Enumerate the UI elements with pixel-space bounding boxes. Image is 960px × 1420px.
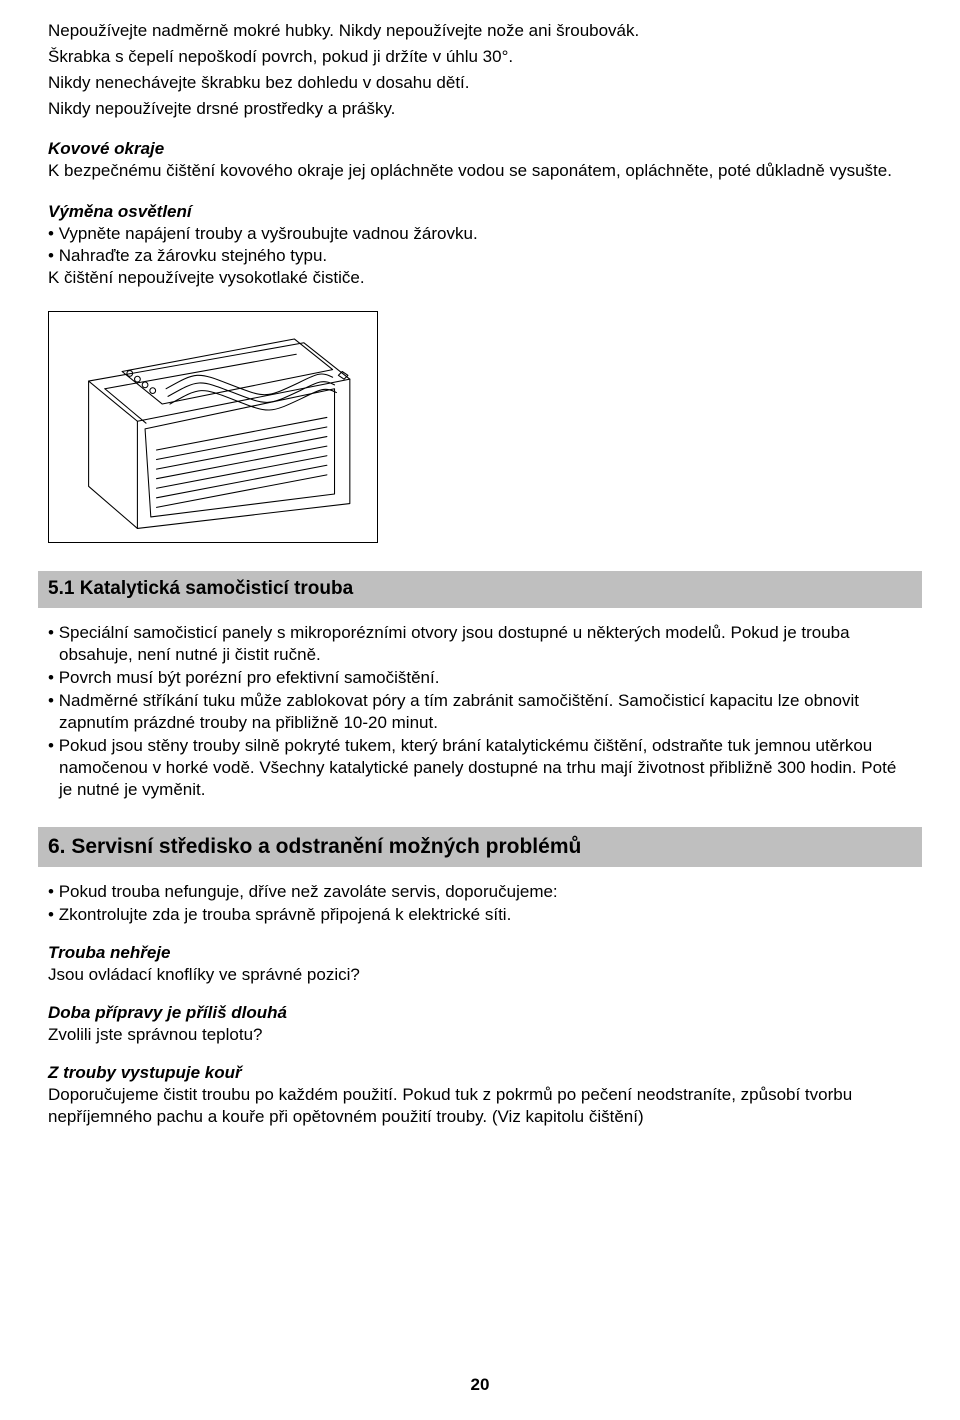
kovove-heading: Kovové okraje bbox=[48, 138, 912, 160]
oven-diagram bbox=[48, 311, 378, 543]
vymena-section: Výměna osvětlení • Vypněte napájení trou… bbox=[48, 201, 912, 289]
sub3-heading: Z trouby vystupuje kouř bbox=[48, 1062, 912, 1084]
kovove-body: K bezpečnému čištění kovového okraje jej… bbox=[48, 160, 912, 182]
sub1-body: Jsou ovládací knoflíky ve správné pozici… bbox=[48, 964, 912, 986]
vymena-note: K čištění nepoužívejte vysokotlaké čisti… bbox=[48, 267, 912, 289]
intro-p3: Nikdy nenechávejte škrabku bez dohledu v… bbox=[48, 72, 912, 94]
vymena-b1: • Vypněte napájení trouby a vyšroubujte … bbox=[48, 223, 912, 245]
section-6-intro-bullets: Pokud trouba nefunguje, dříve než zavolá… bbox=[48, 881, 912, 926]
section-5-1-bullets: Speciální samočisticí panely s mikroporé… bbox=[48, 622, 912, 802]
intro-block: Nepoužívejte nadměrně mokré hubky. Nikdy… bbox=[48, 20, 912, 120]
intro-p4: Nikdy nepoužívejte drsné prostředky a pr… bbox=[48, 98, 912, 120]
vymena-b2-text: Nahraďte za žárovku stejného typu. bbox=[59, 246, 327, 265]
sub2-body: Zvolili jste správnou teplotu? bbox=[48, 1024, 912, 1046]
sub3-body: Doporučujeme čistit troubu po každém pou… bbox=[48, 1084, 912, 1128]
intro-p1: Nepoužívejte nadměrně mokré hubky. Nikdy… bbox=[48, 20, 912, 42]
vymena-b2: • Nahraďte za žárovku stejného typu. bbox=[48, 245, 912, 267]
section-5-1-title: 5.1 Katalytická samočisticí trouba bbox=[48, 577, 912, 602]
vymena-b1-text: Vypněte napájení trouby a vyšroubujte va… bbox=[59, 224, 478, 243]
vymena-heading: Výměna osvětlení bbox=[48, 201, 912, 223]
section-5-1: 5.1 Katalytická samočisticí trouba Speci… bbox=[48, 571, 912, 801]
list-item: Nadměrné stříkání tuku může zablokovat p… bbox=[48, 690, 912, 734]
list-item: Povrch musí být porézní pro efektivní sa… bbox=[48, 667, 912, 689]
sub2-heading: Doba přípravy je příliš dlouhá bbox=[48, 1002, 912, 1024]
list-item: Pokud jsou stěny trouby silně pokryté tu… bbox=[48, 735, 912, 801]
page-number: 20 bbox=[0, 1374, 960, 1396]
section-6-title: 6. Servisní středisko a odstranění možný… bbox=[48, 833, 912, 860]
section-6-header: 6. Servisní středisko a odstranění možný… bbox=[38, 827, 922, 866]
list-item: Speciální samočisticí panely s mikroporé… bbox=[48, 622, 912, 666]
oven-diagram-svg bbox=[53, 316, 373, 538]
sub1-heading: Trouba nehřeje bbox=[48, 942, 912, 964]
section-6: 6. Servisní středisko a odstranění možný… bbox=[48, 827, 912, 1128]
section-5-1-header: 5.1 Katalytická samočisticí trouba bbox=[38, 571, 922, 608]
section-5-1-body: Speciální samočisticí panely s mikroporé… bbox=[48, 622, 912, 802]
intro-p2: Škrabka s čepelí nepoškodí povrch, pokud… bbox=[48, 46, 912, 68]
list-item: Pokud trouba nefunguje, dříve než zavolá… bbox=[48, 881, 912, 903]
section-6-body: Pokud trouba nefunguje, dříve než zavolá… bbox=[48, 881, 912, 1129]
kovove-section: Kovové okraje K bezpečnému čištění kovov… bbox=[48, 138, 912, 182]
list-item: Zkontrolujte zda je trouba správně připo… bbox=[48, 904, 912, 926]
